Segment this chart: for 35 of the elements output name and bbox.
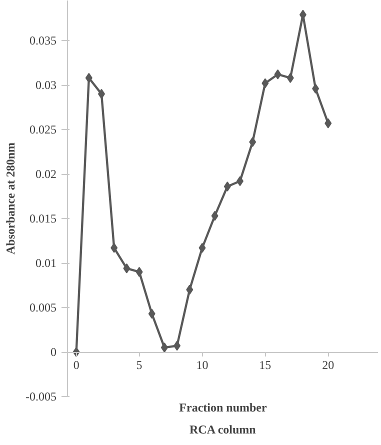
x-tick-label: 5 bbox=[136, 358, 142, 372]
point bbox=[174, 340, 181, 351]
x-tick-label: 10 bbox=[196, 358, 208, 372]
text: RCA column bbox=[190, 422, 256, 436]
point bbox=[249, 136, 256, 147]
y-tick-label: 0 bbox=[50, 345, 56, 360]
y-tick-label: -0.005 bbox=[26, 390, 57, 404]
y-tick-label: 0.02 bbox=[36, 167, 56, 182]
point bbox=[136, 266, 143, 277]
point bbox=[123, 263, 130, 274]
x-axis-title: Fraction number bbox=[179, 400, 268, 414]
point bbox=[274, 69, 282, 80]
y-tick-label: 0.005 bbox=[30, 300, 56, 315]
x-tick-label: 20 bbox=[322, 358, 334, 372]
point bbox=[211, 210, 218, 221]
point bbox=[186, 284, 194, 295]
point bbox=[98, 88, 105, 99]
y-tick-label: 0.01 bbox=[36, 256, 56, 270]
point bbox=[148, 308, 156, 319]
y-tick-label: 0.035 bbox=[30, 34, 56, 48]
point bbox=[110, 242, 118, 253]
x-tick-label: 15 bbox=[259, 358, 272, 372]
x-tick-label: 0 bbox=[73, 358, 80, 372]
point bbox=[160, 342, 168, 353]
point bbox=[198, 242, 206, 253]
point bbox=[324, 118, 332, 128]
point bbox=[224, 181, 231, 192]
point bbox=[262, 78, 269, 88]
y-axis-title: Absorbance at 280nm bbox=[4, 142, 18, 254]
point bbox=[85, 72, 92, 83]
y-tick-label: 0.015 bbox=[30, 212, 56, 226]
y-tick-label: 0.03 bbox=[36, 78, 56, 92]
point bbox=[312, 84, 320, 94]
point bbox=[286, 72, 294, 83]
y-tick-label: 0.025 bbox=[30, 122, 56, 137]
